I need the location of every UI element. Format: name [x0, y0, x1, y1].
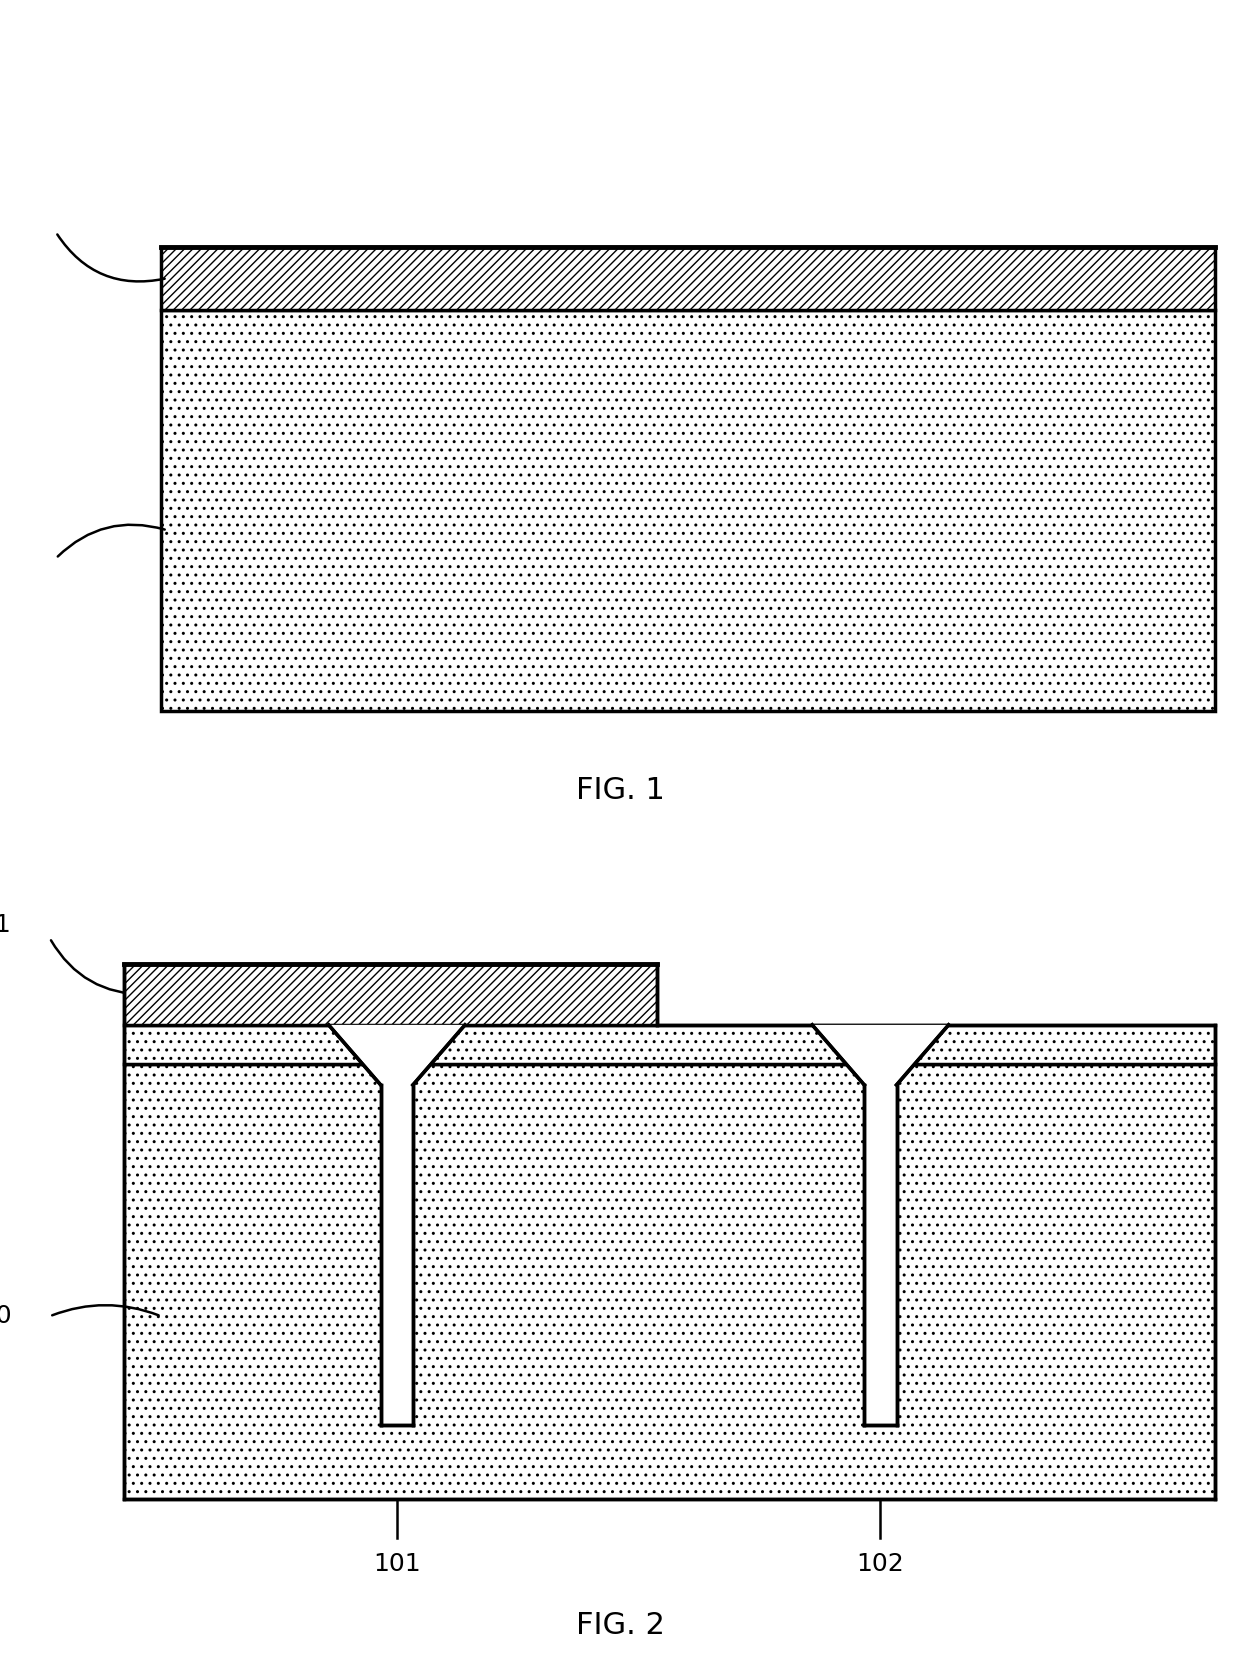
Polygon shape: [329, 1026, 465, 1425]
Polygon shape: [124, 964, 657, 1026]
Polygon shape: [124, 1026, 1215, 1064]
Text: 101: 101: [373, 1553, 420, 1576]
Text: FIG. 2: FIG. 2: [575, 1611, 665, 1640]
Polygon shape: [124, 1064, 1215, 1499]
Polygon shape: [161, 310, 1215, 711]
Text: FIG. 1: FIG. 1: [575, 776, 665, 805]
Text: 102: 102: [857, 1553, 904, 1576]
Text: 121: 121: [0, 913, 11, 937]
Text: 110: 110: [0, 1305, 11, 1328]
Polygon shape: [161, 248, 1215, 310]
Polygon shape: [812, 1026, 949, 1425]
